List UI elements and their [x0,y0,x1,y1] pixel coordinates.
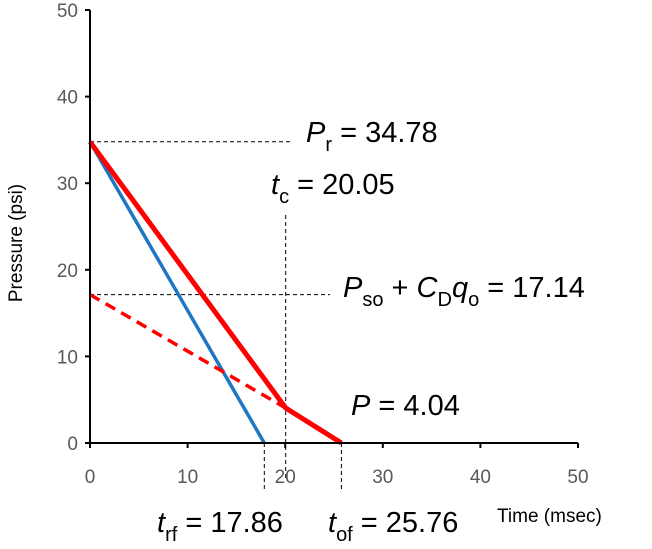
annotation-tof: tof = 25.76 [328,507,458,546]
y-tick-label: 50 [57,1,78,22]
x-tick-label: 40 [470,467,491,488]
series-layer [87,140,343,446]
y-tick-label: 0 [67,434,78,455]
y-tick-label: 20 [57,261,78,282]
x-tick-label: 0 [85,467,96,488]
annotation-p: P = 4.04 [351,390,460,422]
annotation-tc: tc = 20.05 [271,169,395,208]
annotation-pso-cdqo: Pso + CDqo = 17.14 [343,272,585,311]
y-tick-label: 40 [57,88,78,109]
series-line-0 [88,140,266,444]
annotation-trf: trf = 17.86 [157,507,283,546]
y-tick-label: 30 [57,174,78,195]
x-tick-label: 10 [177,467,198,488]
x-axis-title: Time (msec) [497,506,602,527]
axis-ticks: 0 10 20 30 40 50 0 10 20 30 40 50 [57,1,589,488]
y-tick-label: 10 [57,347,78,368]
annotation-pr: Pr = 34.78 [306,117,438,156]
y-axis-title: Pressure (psi) [6,184,27,302]
x-tick-label: 30 [372,467,393,488]
series-line-2 [89,293,287,410]
reference-lines [90,141,342,492]
x-tick-label: 20 [275,467,296,488]
x-tick-label: 50 [567,467,588,488]
